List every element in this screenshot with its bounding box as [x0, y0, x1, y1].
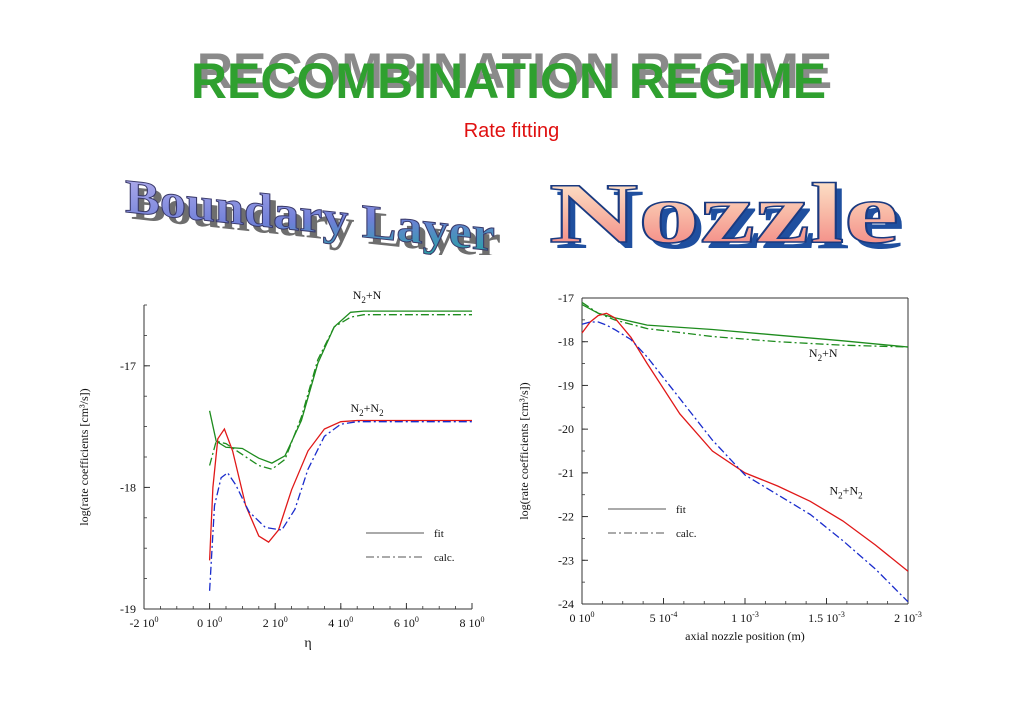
x-tick-label: 0 100 — [197, 615, 222, 630]
x-tick-label: 8 100 — [460, 615, 485, 630]
chart-legend: fit calc. — [608, 504, 697, 540]
y-tick-label: -21 — [558, 466, 574, 480]
series-label-sub: 2 — [361, 295, 366, 305]
x-axis-label: η — [304, 636, 311, 651]
x-tick-label: 5 10-4 — [650, 610, 678, 625]
y-axis-label: log(rate coefficients [cm³/s]) — [77, 388, 91, 525]
title-block: RECOMBINATION REGIME RECOMBINATION REGIM… — [0, 38, 1023, 109]
series-label-sub: 2 — [359, 408, 364, 418]
legend-fit-label: fit — [434, 528, 444, 540]
series-line-n2-n2-calc — [208, 421, 472, 591]
x-tick-label: 4 100 — [328, 615, 353, 630]
page-title-shadow: RECOMBINATION REGIME — [196, 43, 833, 99]
series-line-n2-n-calc — [208, 314, 472, 470]
x-tick-exponent: -3 — [915, 610, 922, 619]
nozzle-chart: -17 -18 -19 -20 -21 -22 -23 -240 100 5 10-4 1 10-… — [517, 291, 922, 643]
y-tick-label: -24 — [558, 597, 574, 611]
y-tick-label: -18 — [120, 480, 136, 494]
x-tick-exponent: 0 — [349, 615, 353, 624]
nozzle-wordart: Nozzle Nozzle — [548, 172, 905, 257]
y-axis-label: log(rate coefficients [cm³/s]) — [517, 382, 531, 519]
series-label: N2+N2 — [350, 401, 383, 418]
y-tick-label: -20 — [558, 422, 574, 436]
x-tick-label: 1 10-3 — [731, 610, 759, 625]
x-tick-exponent: -3 — [752, 610, 759, 619]
x-tick-label: 0 100 — [570, 610, 595, 625]
x-tick-exponent: 0 — [481, 615, 485, 624]
boundary-layer-text: Boundary Layer — [125, 170, 495, 255]
page-subtitle: Rate fitting — [463, 120, 560, 142]
boundary-layer-chart: -17 -18 -19-2 100 0 100 2 100 4 100 6 100 8 100… — [77, 288, 485, 651]
series-label-sub: 2 — [379, 408, 384, 418]
y-tick-label: -22 — [558, 510, 574, 524]
x-tick-label: 1.5 10-3 — [808, 610, 845, 625]
page-title: RECOMBINATION REGIME — [190, 53, 827, 109]
x-tick-exponent: 0 — [218, 615, 222, 624]
series-label-rest: +N — [364, 401, 380, 415]
legend-calc-label: calc. — [434, 552, 455, 564]
series-line-n2-n2-calc — [581, 321, 909, 603]
series-label-sub: 2 — [818, 353, 823, 363]
y-tick-label: -19 — [558, 378, 574, 392]
series-line-n2-n-fit — [208, 310, 472, 464]
x-tick-label: -2 100 — [130, 615, 159, 630]
x-tick-exponent: -3 — [838, 610, 845, 619]
x-tick-exponent: 0 — [415, 615, 419, 624]
legend-fit-label: fit — [676, 504, 686, 516]
y-tick-label: -18 — [558, 335, 574, 349]
x-tick-label: 2 10-3 — [894, 610, 922, 625]
x-tick-label: 6 100 — [394, 615, 419, 630]
nozzle-text: Nozzle — [549, 172, 899, 257]
series-label: N2+N — [353, 288, 382, 305]
x-tick-label: 2 100 — [263, 615, 288, 630]
y-tick-label: -19 — [120, 602, 136, 616]
series-label-rest: +N — [843, 484, 859, 498]
boundary-layer-wordart: Boundary Layer Boundary Layer — [125, 170, 501, 255]
series-line-n2-n-fit — [581, 304, 909, 348]
y-tick-label: -17 — [120, 359, 136, 373]
nozzle-depth: Nozzle — [555, 172, 905, 257]
series-label: N2+N — [809, 346, 838, 363]
x-tick-exponent: 0 — [591, 610, 595, 619]
x-tick-exponent: 0 — [284, 615, 288, 624]
series-line-n2-n2-fit — [581, 312, 909, 572]
chart-legend: fit calc. — [366, 528, 455, 564]
series-label-sub: 2 — [838, 491, 843, 501]
x-tick-exponent: 0 — [155, 615, 159, 624]
legend-calc-label: calc. — [676, 528, 697, 540]
series-line-n2-n2-fit — [208, 419, 472, 561]
series-label-sub: 2 — [858, 491, 863, 501]
series-label-rest: +N — [366, 288, 382, 302]
y-tick-label: -23 — [558, 553, 574, 567]
series-label: N2+N2 — [830, 484, 863, 501]
y-tick-label: -17 — [558, 291, 574, 305]
x-tick-exponent: -4 — [671, 610, 678, 619]
series-label-rest: +N — [822, 346, 838, 360]
x-axis-label: axial nozzle position (m) — [685, 629, 805, 643]
